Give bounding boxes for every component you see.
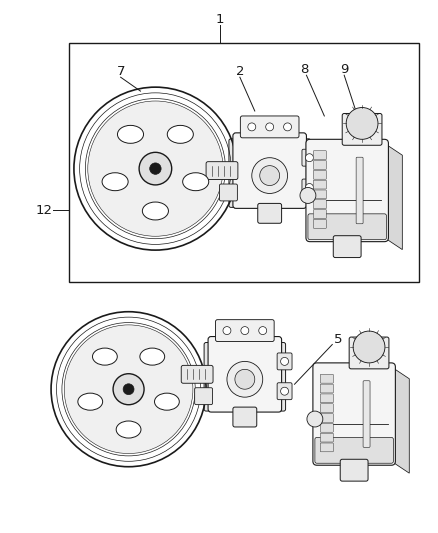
FancyBboxPatch shape (240, 116, 299, 138)
FancyBboxPatch shape (349, 337, 389, 369)
Polygon shape (392, 367, 409, 473)
FancyBboxPatch shape (320, 443, 333, 452)
Text: 8: 8 (300, 63, 309, 76)
FancyBboxPatch shape (320, 394, 333, 403)
Circle shape (346, 108, 378, 139)
Circle shape (300, 188, 316, 204)
Circle shape (113, 374, 144, 405)
Circle shape (227, 361, 263, 397)
FancyBboxPatch shape (314, 171, 326, 179)
Circle shape (235, 369, 255, 389)
Ellipse shape (167, 125, 193, 143)
FancyBboxPatch shape (356, 157, 363, 224)
FancyBboxPatch shape (306, 139, 389, 241)
Circle shape (260, 166, 279, 185)
Ellipse shape (78, 393, 102, 410)
Circle shape (307, 411, 323, 427)
Ellipse shape (155, 393, 179, 410)
FancyBboxPatch shape (258, 204, 282, 223)
FancyBboxPatch shape (320, 414, 333, 422)
Ellipse shape (117, 125, 144, 143)
Text: 9: 9 (340, 63, 348, 76)
FancyBboxPatch shape (277, 353, 292, 370)
FancyBboxPatch shape (233, 133, 307, 208)
FancyBboxPatch shape (215, 320, 274, 342)
Circle shape (241, 327, 249, 335)
FancyBboxPatch shape (181, 365, 213, 383)
FancyBboxPatch shape (204, 343, 286, 411)
FancyBboxPatch shape (314, 151, 326, 159)
Circle shape (281, 387, 289, 395)
Ellipse shape (183, 173, 209, 191)
Ellipse shape (140, 348, 165, 365)
Ellipse shape (92, 348, 117, 365)
FancyBboxPatch shape (314, 190, 326, 199)
FancyBboxPatch shape (363, 381, 370, 447)
Ellipse shape (142, 202, 169, 220)
FancyBboxPatch shape (314, 160, 326, 169)
FancyBboxPatch shape (320, 384, 333, 393)
FancyBboxPatch shape (320, 374, 333, 383)
Ellipse shape (116, 421, 141, 438)
Circle shape (139, 152, 172, 185)
Circle shape (252, 158, 288, 193)
FancyBboxPatch shape (302, 149, 317, 166)
Circle shape (305, 183, 314, 191)
Text: 12: 12 (36, 204, 53, 217)
FancyBboxPatch shape (194, 387, 212, 405)
FancyBboxPatch shape (333, 236, 361, 257)
FancyBboxPatch shape (314, 180, 326, 189)
FancyBboxPatch shape (314, 220, 326, 228)
FancyBboxPatch shape (315, 438, 393, 463)
Circle shape (248, 123, 256, 131)
FancyBboxPatch shape (342, 114, 382, 146)
FancyBboxPatch shape (277, 383, 292, 400)
Circle shape (123, 384, 134, 394)
Text: 5: 5 (334, 333, 343, 346)
FancyBboxPatch shape (206, 161, 238, 180)
FancyBboxPatch shape (219, 184, 237, 201)
FancyBboxPatch shape (320, 433, 333, 442)
FancyBboxPatch shape (208, 336, 282, 412)
Bar (69, 43, 419, 282)
Text: 2: 2 (236, 64, 244, 78)
FancyBboxPatch shape (314, 209, 326, 219)
Text: 7: 7 (117, 64, 125, 78)
Circle shape (353, 331, 385, 363)
Circle shape (88, 101, 223, 236)
Circle shape (64, 325, 193, 454)
Text: 1: 1 (216, 13, 224, 26)
Polygon shape (385, 143, 403, 249)
Circle shape (305, 154, 314, 161)
Ellipse shape (102, 173, 128, 191)
FancyBboxPatch shape (320, 404, 333, 413)
Circle shape (259, 327, 267, 335)
FancyBboxPatch shape (302, 179, 317, 196)
FancyBboxPatch shape (233, 407, 257, 427)
FancyBboxPatch shape (229, 139, 311, 207)
Circle shape (283, 123, 292, 131)
FancyBboxPatch shape (320, 423, 333, 432)
FancyBboxPatch shape (313, 363, 396, 465)
Circle shape (281, 358, 289, 365)
FancyBboxPatch shape (308, 214, 386, 240)
Circle shape (150, 163, 161, 174)
FancyBboxPatch shape (314, 200, 326, 208)
Circle shape (266, 123, 274, 131)
FancyBboxPatch shape (340, 459, 368, 481)
Circle shape (223, 327, 231, 335)
